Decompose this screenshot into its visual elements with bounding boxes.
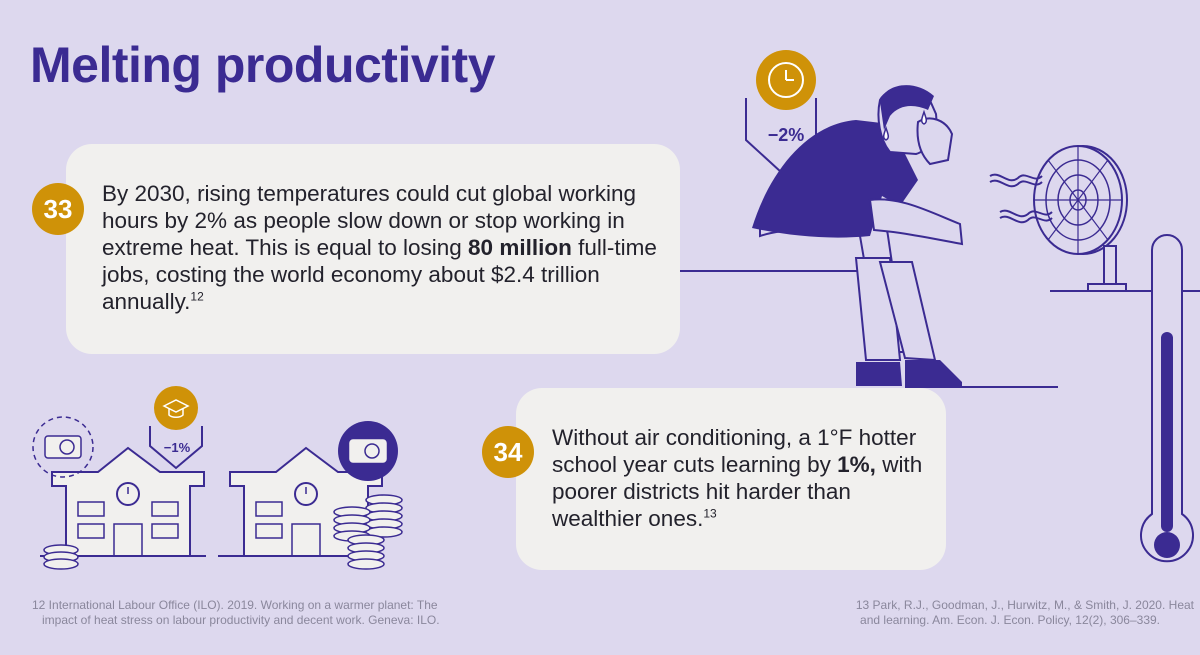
school-drop-label: −1% bbox=[164, 440, 191, 455]
coin-stack-icon bbox=[333, 494, 403, 570]
stat-card-34: Without air conditioning, a 1°F hotter s… bbox=[516, 388, 946, 570]
stat-card-33: By 2030, rising temperatures could cut g… bbox=[66, 144, 680, 354]
footnote-ref: 12 bbox=[190, 289, 204, 304]
air-conditioner-icon bbox=[338, 421, 398, 481]
footnote-12: 12 International Labour Office (ILO). 20… bbox=[32, 598, 440, 627]
stat-text: Without air conditioning, a 1°F hotter s… bbox=[552, 425, 923, 531]
air-conditioner-icon bbox=[32, 416, 94, 478]
seated-worker-figure bbox=[752, 85, 964, 388]
coin-stack-icon bbox=[43, 544, 79, 570]
graduation-cap-icon bbox=[154, 386, 198, 430]
fan-icon bbox=[989, 145, 1128, 292]
thermometer-icon bbox=[1140, 234, 1194, 563]
stat-highlight: 80 million bbox=[468, 235, 572, 260]
stat-text: By 2030, rising temperatures could cut g… bbox=[102, 181, 657, 314]
stat-number-badge: 34 bbox=[482, 426, 534, 478]
clock-icon bbox=[756, 50, 816, 110]
page-title: Melting productivity bbox=[30, 37, 496, 93]
stat-highlight: 1%, bbox=[837, 452, 876, 477]
footnote-ref: 13 bbox=[703, 506, 717, 521]
worker-drop-label: −2% bbox=[768, 125, 805, 145]
footnote-13: 13 Park, R.J., Goodman, J., Hurwitz, M.,… bbox=[855, 598, 1194, 627]
stat-number-badge: 33 bbox=[32, 183, 84, 235]
school-without-ac bbox=[40, 446, 206, 557]
